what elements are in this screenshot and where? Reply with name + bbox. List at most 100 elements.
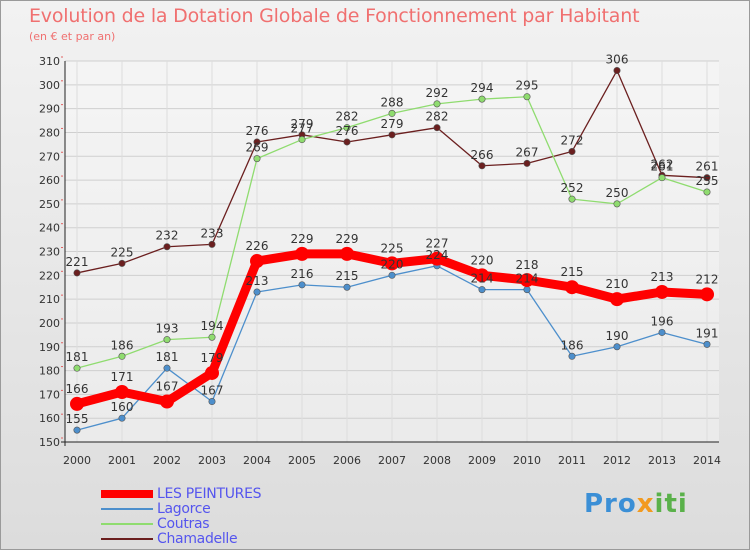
y-tick-label-310: 310 [39,55,60,68]
point-coutras-2007 [388,109,396,117]
y-tick-label-250: 250 [39,198,60,211]
legend-swatch-les-peintures [101,490,153,498]
data-label-lagorce-2010: 214 [516,272,539,286]
data-label-chamadelle-2001: 225 [111,245,134,259]
data-label-les-peintures-2001: 171 [111,370,134,384]
point-lagorce-2014 [703,340,711,348]
y-tick-label-150: 150 [39,436,60,449]
point-chamadelle-2000 [73,269,81,277]
data-label-lagorce-2007: 220 [381,257,404,271]
x-tick-label-2000: 2000 [63,454,91,467]
point-coutras-2009 [478,95,486,103]
point-les-peintures-2000 [70,396,84,411]
point-lagorce-2009 [478,286,486,294]
point-coutras-2008 [433,100,441,108]
y-tick-label-190: 190 [39,341,60,354]
data-label-chamadelle-2011: 272 [561,133,584,147]
y-tick-label-230: 230 [39,246,60,259]
data-label-lagorce-2003: 167 [201,384,224,398]
data-label-coutras-2002: 193 [156,322,179,336]
data-label-chamadelle-2012: 306 [606,53,629,67]
point-les-peintures-2005 [295,246,309,261]
x-tick-label-2004: 2004 [243,454,271,467]
data-label-chamadelle-2007: 279 [381,117,404,131]
data-label-chamadelle-2000: 221 [66,255,89,269]
data-label-coutras-2000: 181 [66,350,89,364]
y-tick-label-200: 200 [39,317,60,330]
data-label-lagorce-2012: 190 [606,329,629,343]
data-label-coutras-2007: 288 [381,95,404,109]
point-chamadelle-2009 [478,162,486,170]
data-label-lagorce-2005: 216 [291,267,314,281]
point-lagorce-2000 [73,426,81,434]
x-tick-label-2012: 2012 [603,454,631,467]
point-lagorce-2010 [523,286,531,294]
x-tick-label-2008: 2008 [423,454,451,467]
point-lagorce-2007 [388,271,396,279]
point-les-peintures-2003 [205,365,219,380]
point-chamadelle-2001 [118,259,126,267]
x-tick-label-2007: 2007 [378,454,406,467]
point-les-peintures-2009 [475,268,489,283]
y-tick-label-220: 220 [39,269,60,282]
y-tick-label-210: 210 [39,293,60,306]
chart-title: Evolution de la Dotation Globale de Fonc… [29,5,640,27]
data-label-les-peintures-2013: 213 [651,270,674,284]
point-coutras-2006 [343,124,351,132]
data-label-lagorce-2004: 213 [246,274,269,288]
data-label-les-peintures-2007: 225 [381,241,404,255]
point-les-peintures-2007 [385,256,399,271]
data-label-lagorce-2002: 181 [156,350,179,364]
point-les-peintures-2001 [115,384,129,399]
point-lagorce-2013 [658,328,666,336]
point-les-peintures-2013 [655,284,669,299]
point-les-peintures-2004 [250,254,264,269]
data-label-chamadelle-2005: 279 [291,117,314,131]
data-label-lagorce-2000: 155 [66,412,89,426]
data-label-les-peintures-2000: 166 [66,382,89,396]
point-lagorce-2001 [118,414,126,422]
y-tick-label-260: 260 [39,174,60,187]
data-label-les-peintures-2004: 226 [246,239,269,253]
legend-swatch-coutras [101,523,153,525]
point-les-peintures-2006 [340,246,354,261]
data-label-chamadelle-2002: 232 [156,229,179,243]
point-coutras-2011 [568,195,576,203]
point-chamadelle-2007 [388,131,396,139]
data-label-chamadelle-2004: 276 [246,124,269,138]
data-label-les-peintures-2009: 220 [471,253,494,267]
data-label-coutras-2011: 252 [561,181,584,195]
data-label-chamadelle-2013: 262 [651,157,674,171]
point-coutras-2013 [658,174,666,182]
x-tick-label-2001: 2001 [108,454,136,467]
point-lagorce-2012 [613,343,621,351]
point-chamadelle-2011 [568,147,576,155]
point-les-peintures-2014 [700,287,714,302]
x-tick-label-2010: 2010 [513,454,541,467]
data-label-les-peintures-2005: 229 [291,232,314,246]
data-label-coutras-2003: 194 [201,319,224,333]
point-les-peintures-2008 [430,251,444,266]
point-lagorce-2005 [298,281,306,289]
legend-label-les-peintures: LES PEINTURES [157,486,262,502]
point-les-peintures-2012 [610,292,624,307]
data-label-lagorce-2001: 160 [111,400,134,414]
x-tick-label-2011: 2011 [558,454,586,467]
point-les-peintures-2002 [160,394,174,409]
data-label-chamadelle-2010: 267 [516,145,539,159]
data-label-les-peintures-2012: 210 [606,277,629,291]
y-tick-label-240: 240 [39,222,60,235]
point-lagorce-2011 [568,352,576,360]
legend-label-coutras: Coutras [157,516,210,532]
data-label-chamadelle-2006: 276 [336,124,359,138]
point-chamadelle-2004 [253,138,261,146]
data-label-lagorce-2014: 191 [696,326,719,340]
data-label-les-peintures-2014: 212 [696,272,719,286]
point-les-peintures-2011 [565,280,579,295]
x-tick-label-2009: 2009 [468,454,496,467]
point-coutras-2003 [208,333,216,341]
point-coutras-2002 [163,336,171,344]
legend-label-lagorce: Lagorce [157,501,211,517]
